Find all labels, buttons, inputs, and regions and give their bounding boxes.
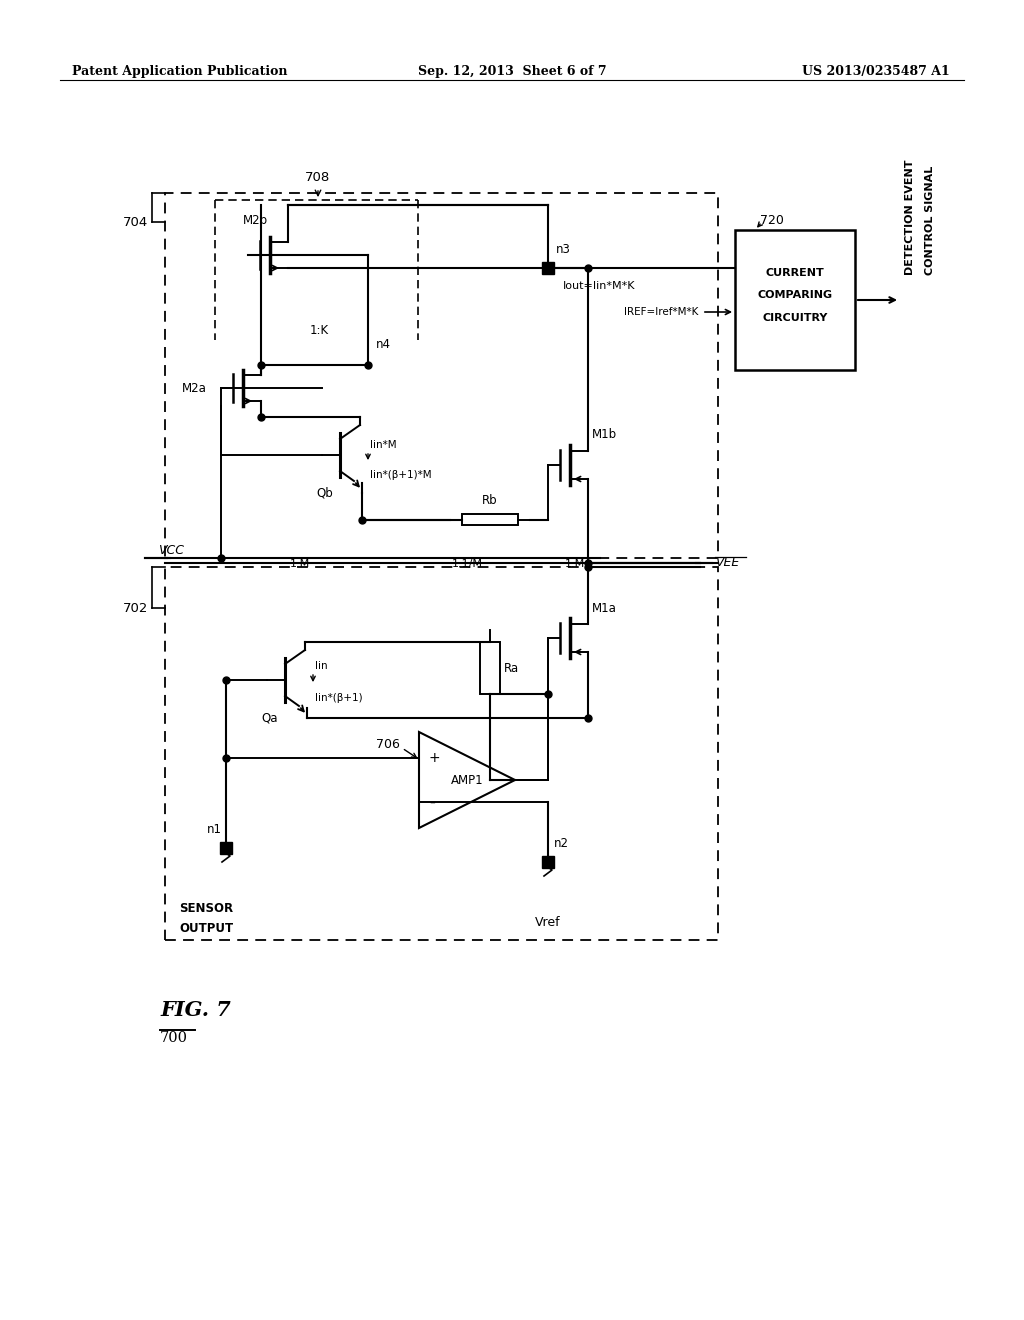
Text: M1b: M1b	[592, 429, 617, 441]
Bar	[462, 513, 518, 525]
Text: IREF=Iref*M*K: IREF=Iref*M*K	[624, 308, 698, 317]
Text: Iin*(β+1): Iin*(β+1)	[315, 693, 362, 704]
Text: n1: n1	[207, 822, 222, 836]
Text: SENSOR: SENSOR	[179, 902, 233, 915]
Text: CURRENT: CURRENT	[766, 268, 824, 279]
Text: 720: 720	[760, 214, 784, 227]
Text: Vref: Vref	[536, 916, 561, 928]
Text: 1:M: 1:M	[290, 558, 310, 569]
Text: Iout=Iin*M*K: Iout=Iin*M*K	[563, 281, 636, 290]
Text: 706: 706	[376, 738, 400, 751]
Text: Iin: Iin	[315, 661, 328, 671]
Text: n2: n2	[554, 837, 569, 850]
Bar	[480, 642, 500, 694]
Text: Qa: Qa	[262, 711, 279, 725]
Text: n3: n3	[556, 243, 570, 256]
Text: Sep. 12, 2013  Sheet 6 of 7: Sep. 12, 2013 Sheet 6 of 7	[418, 65, 606, 78]
Text: Qb: Qb	[316, 487, 334, 499]
Text: VEE: VEE	[715, 557, 739, 569]
Text: FIG. 7: FIG. 7	[160, 1001, 230, 1020]
Text: M2a: M2a	[182, 381, 207, 395]
Text: CONTROL SIGNAL: CONTROL SIGNAL	[925, 166, 935, 275]
Text: Patent Application Publication: Patent Application Publication	[72, 65, 288, 78]
Text: 704: 704	[123, 215, 148, 228]
Text: +: +	[429, 751, 440, 766]
Text: VCC: VCC	[158, 544, 184, 557]
Text: 1:1/M: 1:1/M	[452, 558, 482, 569]
Text: M1a: M1a	[592, 602, 616, 615]
Text: 700: 700	[160, 1031, 188, 1045]
Bar	[165, 193, 718, 558]
Text: Ra: Ra	[504, 661, 519, 675]
Text: Iin*M: Iin*M	[370, 440, 396, 450]
Text: CIRCUITRY: CIRCUITRY	[762, 313, 827, 323]
Text: 1:K: 1:K	[310, 323, 329, 337]
Text: AMP1: AMP1	[451, 774, 483, 787]
Text: 708: 708	[305, 172, 331, 183]
Text: US 2013/0235487 A1: US 2013/0235487 A1	[802, 65, 950, 78]
Text: 1:M: 1:M	[565, 558, 585, 569]
Text: Rb: Rb	[482, 494, 498, 507]
Text: M2b: M2b	[243, 214, 267, 227]
Text: -: -	[429, 793, 435, 810]
Text: COMPARING: COMPARING	[758, 290, 833, 300]
Text: Iin*(β+1)*M: Iin*(β+1)*M	[370, 470, 432, 480]
Text: 702: 702	[123, 602, 148, 615]
Text: DETECTION EVENT: DETECTION EVENT	[905, 160, 915, 275]
Bar	[165, 568, 718, 940]
Text: OUTPUT: OUTPUT	[179, 921, 233, 935]
Text: n4: n4	[376, 338, 391, 351]
Bar	[735, 230, 855, 370]
